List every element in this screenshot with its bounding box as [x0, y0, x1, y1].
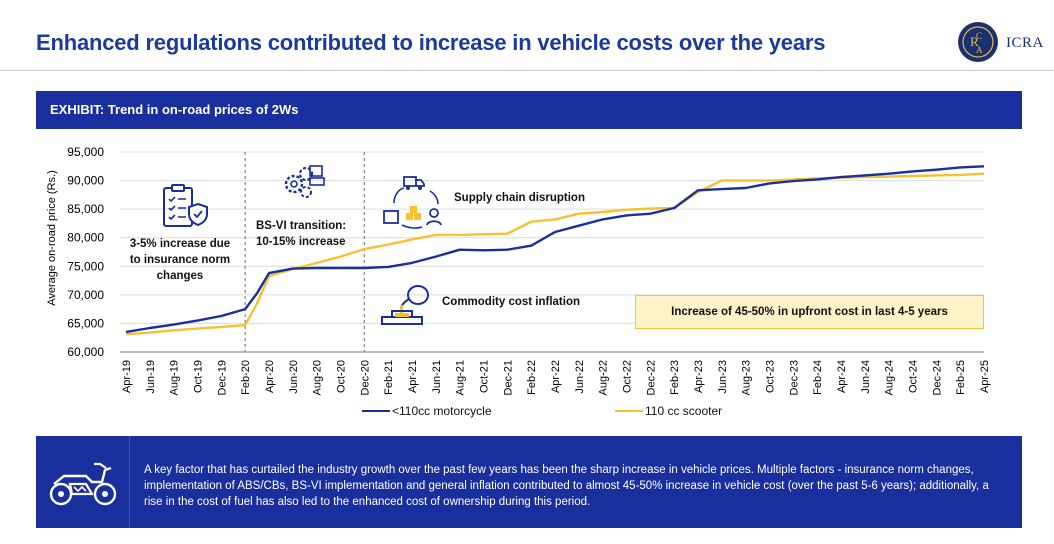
- legend-label-motorcycle: <110cc motorcycle: [392, 404, 492, 418]
- legend-swatch-scooter: [615, 409, 643, 412]
- title-divider: [0, 70, 1054, 71]
- exhibit-header: EXHIBIT: Trend in on-road prices of 2Ws: [36, 91, 1022, 129]
- x-tick-label: Feb-23: [669, 360, 681, 395]
- legend-item-motorcycle: <110cc motorcycle: [362, 404, 492, 418]
- y-tick-label: 95,000: [67, 145, 104, 159]
- legend-item-scooter: 110 cc scooter: [615, 404, 722, 418]
- x-tick-label: Aug-23: [741, 360, 753, 395]
- motorcycle-icon: [49, 462, 117, 506]
- x-tick-label: Oct-19: [193, 360, 205, 393]
- x-tick-label: Aug-24: [884, 360, 896, 395]
- y-tick-label: 85,000: [67, 202, 104, 216]
- x-tick-label: Jun-20: [288, 360, 300, 394]
- x-tick-label: Dec-20: [359, 360, 371, 395]
- svg-text:R: R: [970, 34, 979, 49]
- y-tick-labels: 60,000 65,000 70,000 75,000 80,000 85,000 90,0…: [67, 145, 104, 359]
- x-tick-label: Feb-22: [526, 360, 538, 395]
- x-tick-labels: Apr-19 Jun-19 Aug-19 Oct-19 Dec-19 Feb-20 Apr-…: [121, 360, 991, 395]
- x-tick-label: Oct-20: [336, 360, 348, 393]
- bike-tile: [36, 436, 130, 528]
- x-tick-label: Dec-24: [931, 360, 943, 395]
- x-tick-label: Dec-23: [788, 360, 800, 395]
- x-tick-label: Aug-21: [455, 360, 467, 395]
- y-tick-label: 90,000: [67, 174, 104, 188]
- y-tick-label: 65,000: [67, 316, 104, 330]
- x-tick-label: Aug-20: [312, 360, 324, 395]
- x-tick-label: Apr-21: [407, 360, 419, 393]
- x-tick-label: Jun-19: [145, 360, 157, 394]
- x-tick-label: Apr-24: [836, 360, 848, 393]
- y-tick-label: 75,000: [67, 259, 104, 273]
- x-tick-label: Jun-23: [717, 360, 729, 394]
- x-tick-label: Jun-24: [860, 360, 872, 394]
- x-tick-label: Feb-25: [955, 360, 967, 395]
- series-line-motorcycle: [125, 165, 985, 334]
- x-tick-label: Oct-21: [479, 360, 491, 393]
- x-tick-label: Oct-24: [908, 360, 920, 393]
- commodity-annotation: Commodity cost inflation: [442, 296, 580, 308]
- page-title: Enhanced regulations contributed to incr…: [36, 30, 826, 55]
- x-tick-label: Apr-23: [693, 360, 705, 393]
- x-tick-label: Oct-23: [765, 360, 777, 393]
- x-tick-label: Jun-21: [431, 360, 443, 394]
- series-lines: [125, 165, 985, 336]
- gridlines: [120, 151, 984, 353]
- pouring-crucible-icon: [381, 285, 429, 325]
- upfront-cost-callout: Increase of 45-50% in upfront cost in la…: [635, 295, 984, 329]
- insurance-annotation: 3-5% increase due to insurance norm chan…: [129, 238, 231, 282]
- gears-truck-icon: [284, 165, 325, 198]
- x-tick-label: Feb-24: [812, 360, 824, 395]
- takeaway-box: A key factor that has curtailed the indu…: [36, 436, 1022, 528]
- x-tick-label: Aug-22: [598, 360, 610, 395]
- price-trend-chart: 60,000 65,000 70,000 75,000 80,000 85,000 90,0…: [67, 145, 991, 395]
- x-tick-label: Feb-20: [240, 360, 252, 395]
- x-tick-label: Aug-19: [169, 360, 181, 395]
- svg-text:C: C: [976, 31, 982, 41]
- bs6-annotation-line1: BS-VI transition:: [256, 220, 347, 232]
- y-tick-label: 60,000: [67, 345, 104, 359]
- x-tick-label: Dec-19: [216, 360, 228, 395]
- logo-emblem-icon: R C A: [958, 22, 998, 62]
- logo-text: ICRA: [1006, 35, 1044, 51]
- x-tick-label: Jun-22: [574, 360, 586, 394]
- x-tick-label: Dec-22: [645, 360, 657, 395]
- takeaway-text: A key factor that has curtailed the indu…: [144, 464, 989, 508]
- checklist-shield-icon: [163, 184, 208, 227]
- x-tick-label: Apr-22: [550, 360, 562, 393]
- svg-text:A: A: [976, 45, 983, 55]
- x-tick-label: Apr-25: [979, 360, 991, 393]
- y-tick-label: 70,000: [67, 288, 104, 302]
- x-tick-label: Oct-22: [622, 360, 634, 393]
- icra-logo: R C A ICRA: [958, 22, 1043, 64]
- x-tick-label: Feb-21: [383, 360, 395, 395]
- bs6-annotation-line2: 10-15% increase: [256, 236, 346, 248]
- legend-swatch-motorcycle: [362, 409, 390, 412]
- supply-chain-annotation: Supply chain disruption: [454, 192, 585, 204]
- legend-label-scooter: 110 cc scooter: [645, 404, 723, 418]
- x-tick-label: Dec-21: [502, 360, 514, 395]
- x-tick-label: Apr-20: [264, 360, 276, 393]
- supply-chain-cycle-icon: [383, 176, 442, 229]
- x-tick-label: Apr-19: [121, 360, 133, 393]
- y-tick-label: 80,000: [67, 231, 104, 245]
